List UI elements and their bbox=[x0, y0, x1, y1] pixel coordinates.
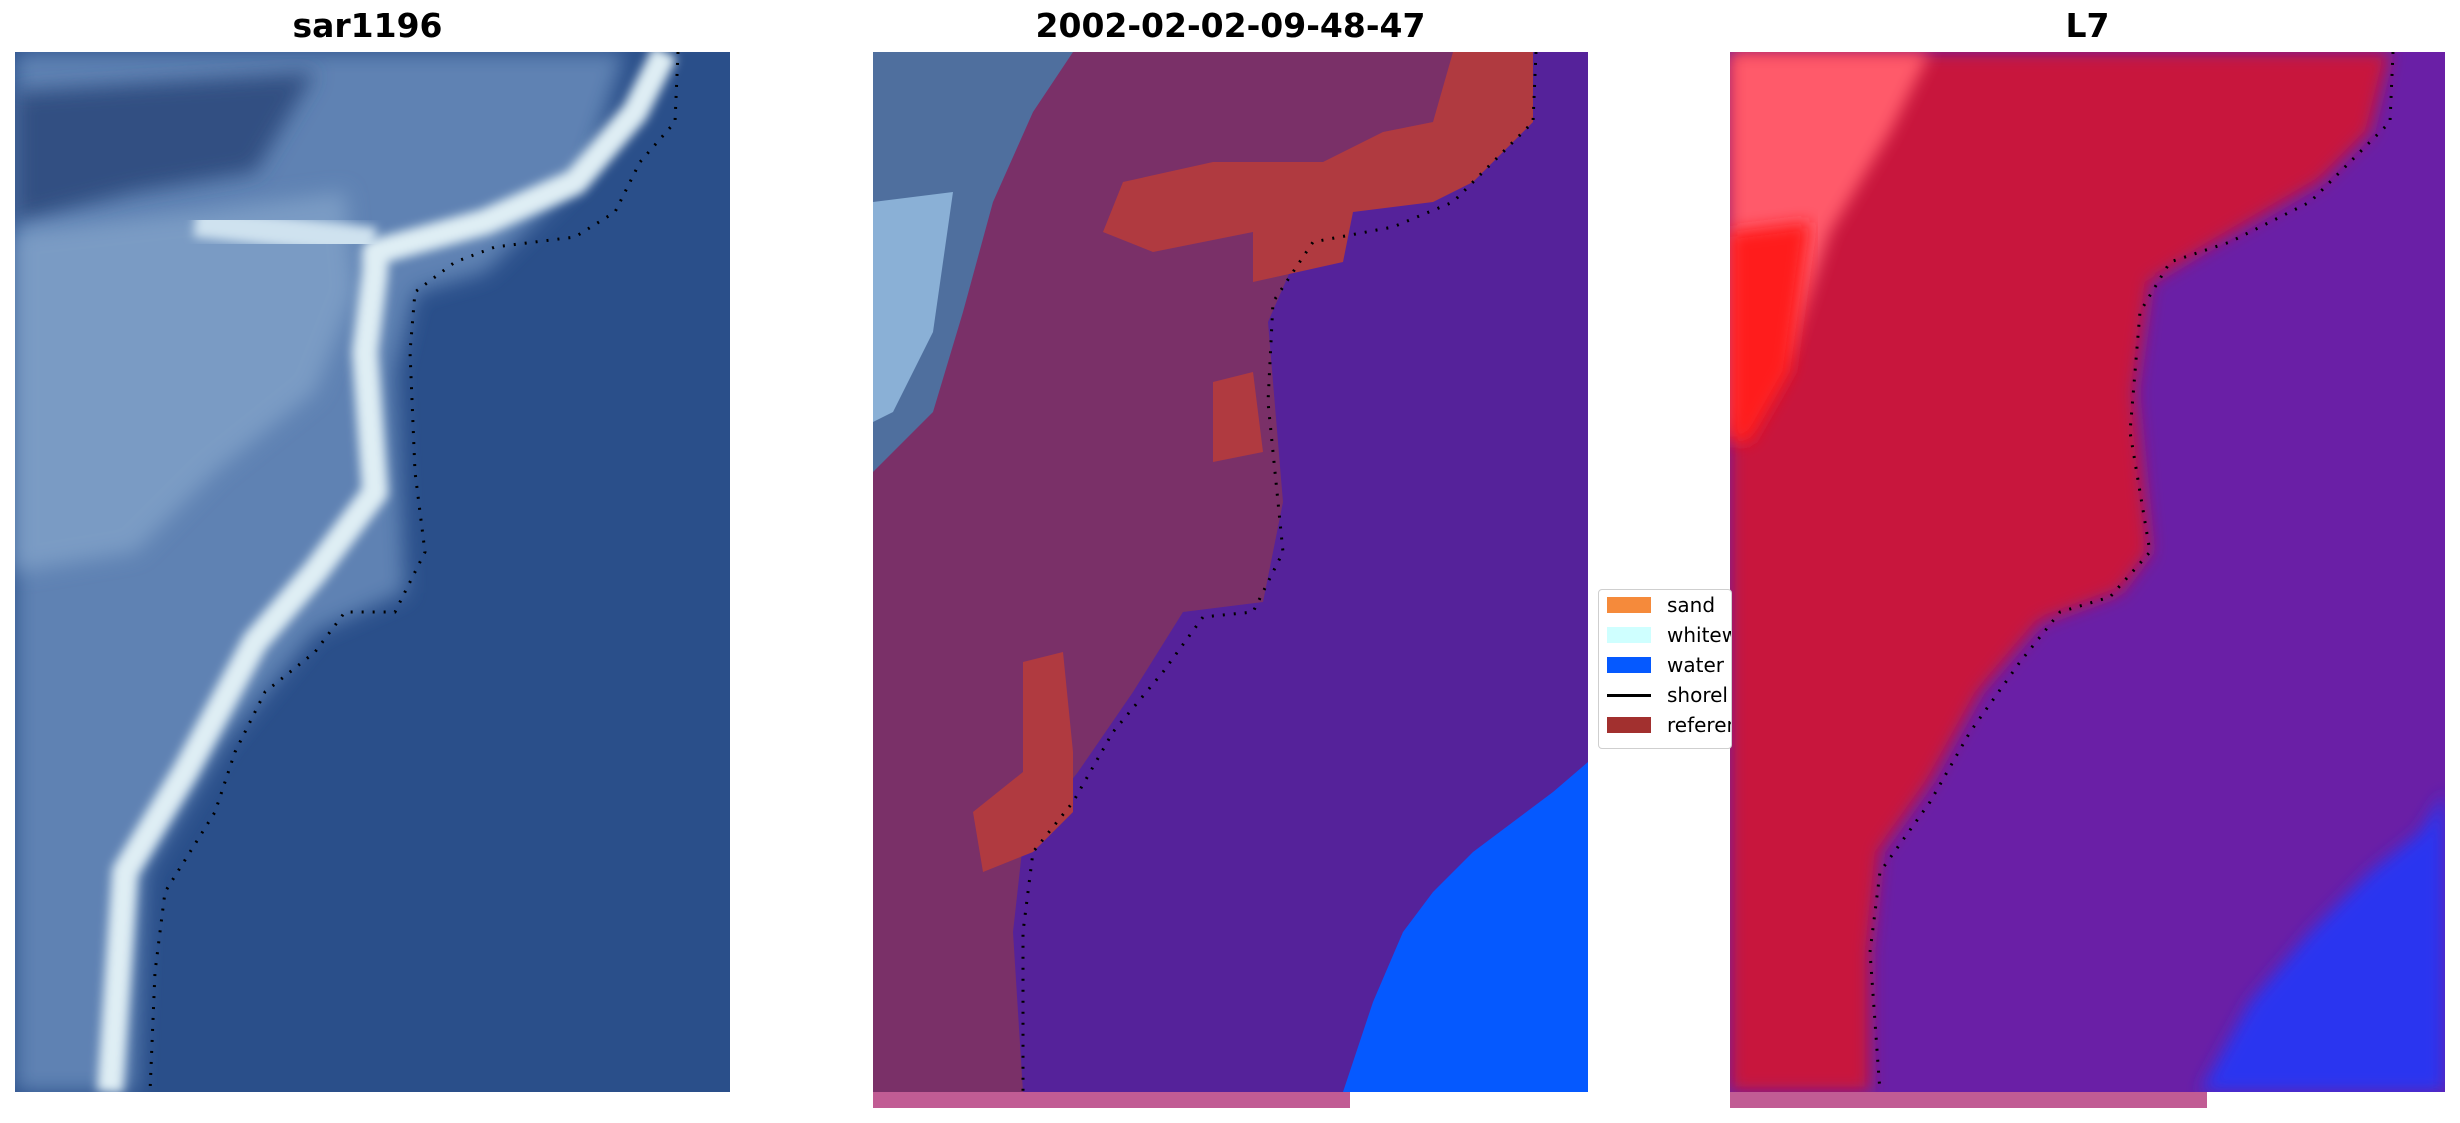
legend-item-water: water bbox=[1607, 650, 1724, 680]
sea-region bbox=[1343, 762, 1588, 1092]
rgb-satellite-image bbox=[15, 52, 730, 1092]
whitewater-swatch bbox=[1607, 627, 1651, 643]
shoreline-line-sample bbox=[1607, 693, 1651, 697]
legend-label: whitew bbox=[1667, 623, 1732, 647]
sand-swatch bbox=[1607, 597, 1651, 613]
legend-label: sand bbox=[1667, 593, 1716, 617]
legend-item-reference: referen bbox=[1607, 710, 1732, 740]
index-image bbox=[1730, 52, 2445, 1092]
reference-region bbox=[973, 652, 1073, 872]
legend-label: water bbox=[1667, 653, 1724, 677]
classification-image bbox=[873, 52, 1588, 1092]
legend-label: referen bbox=[1667, 713, 1732, 737]
bottom-strip-index bbox=[1730, 1092, 2207, 1108]
reference-swatch bbox=[1607, 717, 1651, 733]
legend-item-sand: sand bbox=[1607, 590, 1715, 620]
panel-title-index: L7 bbox=[2065, 6, 2110, 45]
reference-region bbox=[1103, 52, 1533, 282]
panel-title-classification: 2002-02-02-09-48-47 bbox=[1035, 6, 1426, 45]
legend-item-whitewater: whitew bbox=[1607, 620, 1732, 650]
legend-label: shorel bbox=[1667, 683, 1728, 707]
legend-item-shoreline: shorel bbox=[1607, 680, 1728, 710]
water-swatch bbox=[1607, 657, 1651, 673]
bottom-strip-classification bbox=[873, 1092, 1350, 1108]
panel-title-rgb: sar1196 bbox=[292, 6, 443, 45]
legend: sand whitew water shorel referen bbox=[1598, 589, 1732, 749]
reference-region bbox=[1213, 372, 1263, 462]
